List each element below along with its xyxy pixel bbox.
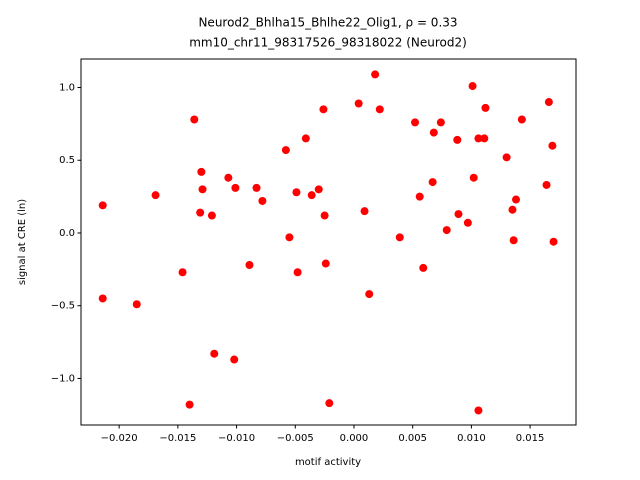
point — [293, 268, 302, 277]
point — [320, 211, 329, 220]
x-tick-label: 0.015 — [516, 433, 545, 444]
point — [544, 98, 553, 107]
point — [469, 173, 478, 182]
point — [196, 208, 205, 217]
point — [411, 118, 420, 127]
point — [207, 211, 216, 220]
point — [468, 82, 477, 91]
point — [321, 259, 330, 268]
y-tick-label: −0.5 — [51, 301, 75, 312]
point — [453, 135, 462, 144]
point — [419, 263, 428, 272]
point — [474, 406, 483, 415]
y-tick-label: −1.0 — [51, 373, 75, 384]
point — [185, 400, 194, 409]
point — [502, 153, 511, 162]
point — [224, 173, 233, 182]
y-tick-label: 0.5 — [59, 155, 75, 166]
point — [210, 349, 219, 358]
point — [429, 128, 438, 137]
x-axis-label: motif activity — [295, 457, 361, 468]
point — [230, 355, 239, 364]
point — [151, 191, 160, 200]
point — [542, 180, 551, 189]
point — [509, 236, 518, 245]
point — [301, 134, 310, 143]
point — [281, 146, 290, 155]
chart-title: Neurod2_Bhlha15_Bhlhe22_Olig1, ρ = 0.33 — [198, 16, 457, 30]
point — [481, 103, 490, 112]
point — [375, 105, 384, 114]
x-tick-label: −0.005 — [277, 433, 314, 444]
point — [354, 99, 363, 108]
point — [548, 141, 557, 150]
point — [480, 134, 489, 143]
point — [252, 183, 261, 192]
point — [231, 183, 240, 192]
x-tick-label: −0.015 — [159, 433, 196, 444]
point — [307, 191, 316, 200]
point — [245, 260, 254, 269]
y-axis-label: signal at CRE (ln) — [17, 199, 28, 285]
x-tick-label: −0.010 — [218, 433, 255, 444]
point — [371, 70, 380, 79]
y-tick-label: 1.0 — [59, 83, 75, 94]
point — [508, 205, 517, 214]
point — [292, 188, 301, 197]
plot-frame — [80, 58, 577, 426]
point — [198, 185, 207, 194]
point — [365, 290, 374, 299]
x-tick-label: 0.010 — [457, 433, 486, 444]
point — [454, 210, 463, 219]
point — [319, 105, 328, 114]
point — [132, 300, 141, 309]
point — [314, 185, 323, 194]
chart-subtitle: mm10_chr11_98317526_98318022 (Neurod2) — [189, 36, 467, 50]
y-tick-label: 0.0 — [59, 228, 75, 239]
point — [442, 226, 451, 235]
point — [258, 196, 267, 205]
point — [428, 178, 437, 187]
x-tick-label: 0.005 — [398, 433, 427, 444]
point — [325, 399, 334, 408]
point — [395, 233, 404, 242]
point — [190, 115, 199, 124]
point — [178, 268, 187, 277]
point — [512, 195, 521, 204]
x-tick-label: −0.020 — [101, 433, 138, 444]
point — [549, 237, 558, 246]
point — [436, 118, 445, 127]
point — [474, 134, 483, 143]
point — [517, 115, 526, 124]
point — [360, 207, 369, 216]
point — [98, 294, 107, 303]
x-tick-label: 0.000 — [340, 433, 369, 444]
point — [285, 233, 294, 242]
point — [197, 167, 206, 176]
point — [463, 218, 472, 227]
point — [98, 201, 107, 210]
point — [415, 192, 424, 201]
